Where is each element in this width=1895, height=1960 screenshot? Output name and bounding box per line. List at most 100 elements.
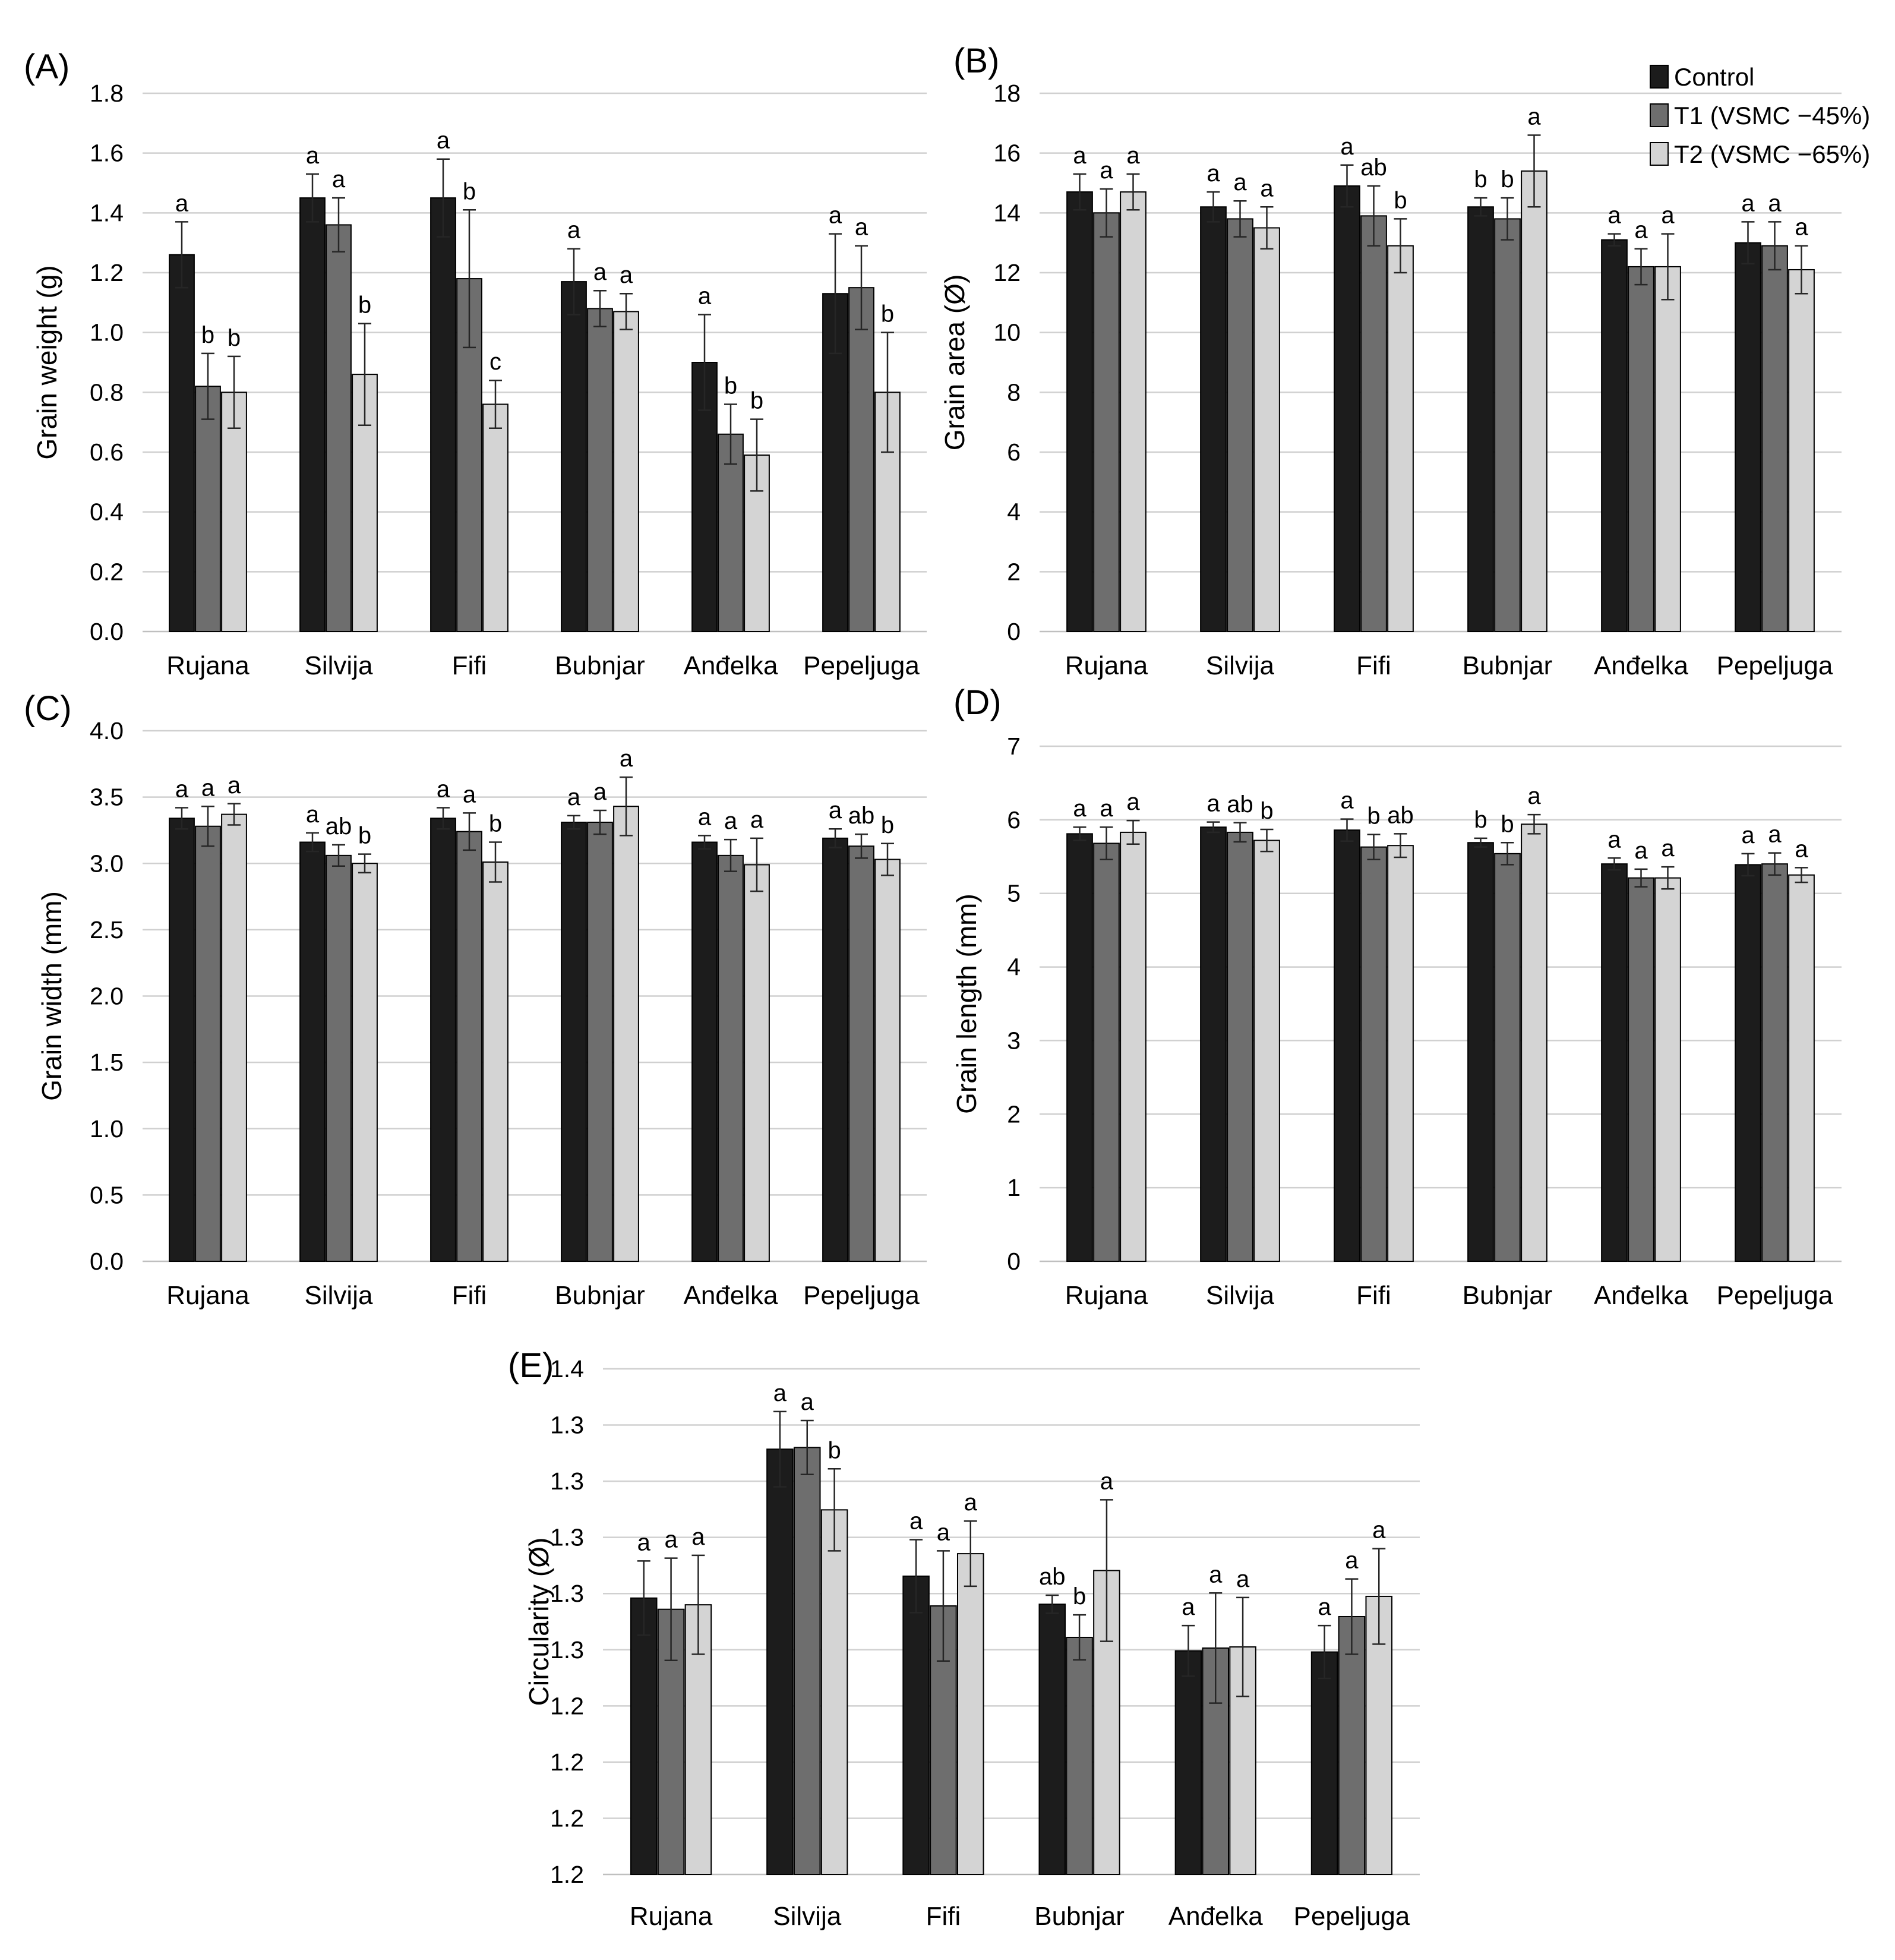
significance-letter: a	[1126, 143, 1140, 169]
y-tick-label: 10	[993, 319, 1021, 346]
error-bar	[691, 1554, 705, 1655]
error-bar	[463, 209, 476, 349]
chart-panel-3: (C) 0.0 0.5 1.0 1.5 2.0 2.5 3.0 3.5 4.0 Grain widt…	[24, 689, 927, 1310]
significance-letter: a	[1209, 1561, 1223, 1587]
bar	[1253, 839, 1280, 1262]
significance-letter: a	[637, 1529, 651, 1555]
significance-letter: a	[664, 1527, 678, 1553]
significance-letter: a	[1100, 1468, 1114, 1494]
significance-letter: a	[593, 779, 607, 805]
y-axis-title: Grain area (Ø)	[939, 274, 970, 451]
error-bar	[664, 1557, 678, 1661]
significance-letter: a	[306, 801, 320, 828]
bar	[1338, 1615, 1366, 1875]
significance-letter: a	[773, 1380, 787, 1406]
bar	[744, 864, 770, 1263]
y-tick-label: 2.0	[90, 983, 124, 1010]
legend-label: T1 (VSMC −45%)	[1674, 102, 1870, 130]
significance-letter: a	[1236, 1566, 1250, 1592]
y-tick-label: 4.0	[90, 717, 124, 744]
bar	[718, 433, 744, 632]
y-tick-label: 1.3	[550, 1412, 584, 1439]
x-category-label: Bubnjar	[1463, 651, 1553, 680]
y-tick-label: 18	[993, 80, 1021, 107]
error-bar	[1607, 233, 1621, 247]
x-category-label: Fifi	[452, 651, 487, 680]
error-bar	[1661, 233, 1675, 301]
bar	[1174, 1650, 1202, 1876]
bar	[718, 854, 744, 1262]
bar	[482, 861, 509, 1262]
significance-letter: a	[228, 772, 241, 798]
legend-label: T2 (VSMC −65%)	[1674, 140, 1870, 168]
significance-letter: a	[593, 259, 607, 285]
y-tick-label: 3.0	[90, 850, 124, 877]
significance-letter: b	[358, 823, 371, 849]
x-category-label: Rujana	[166, 651, 249, 680]
y-tick-label: 14	[993, 199, 1021, 226]
bar	[195, 386, 221, 632]
x-category-label: Rujana	[630, 1902, 713, 1931]
error-bar	[228, 803, 241, 826]
x-category-label: Pepeljuga	[1717, 1281, 1833, 1310]
significance-letter: a	[1260, 175, 1274, 201]
error-bar	[1394, 218, 1407, 274]
error-bar	[1207, 821, 1220, 834]
bar	[1200, 206, 1227, 632]
error-bar	[1340, 818, 1354, 842]
y-tick-label: 1.4	[550, 1355, 584, 1383]
significance-letter: a	[1527, 103, 1541, 130]
bar	[456, 831, 482, 1263]
bar	[430, 818, 456, 1262]
bar	[1654, 266, 1681, 632]
chart-panel-5: (E) 1.2 1.2 1.2 1.2 1.3 1.3 1.3 1.3 1.3 1.4 Circula…	[508, 1346, 1420, 1931]
significance-letter: ab	[1360, 154, 1387, 181]
significance-letter: a	[1768, 822, 1782, 848]
y-tick-label: 0.6	[90, 438, 124, 466]
bar	[1038, 1604, 1066, 1875]
significance-letter: b	[881, 301, 894, 327]
bar	[1227, 831, 1253, 1262]
bar	[1788, 874, 1815, 1262]
significance-letter: a	[1340, 134, 1354, 160]
error-bar	[593, 809, 607, 835]
error-bar	[1634, 868, 1648, 888]
error-bar	[1100, 188, 1113, 238]
significance-letter: a	[724, 808, 738, 834]
error-bar	[1795, 867, 1808, 883]
bar	[1360, 215, 1387, 633]
error-bar	[964, 1520, 977, 1587]
y-tick-label: 1.2	[550, 1861, 584, 1888]
legend-label: Control	[1674, 63, 1754, 91]
y-tick-label: 1.3	[550, 1636, 584, 1664]
bar	[956, 1553, 984, 1876]
error-bar	[332, 844, 345, 867]
error-bar	[201, 352, 214, 420]
bar	[430, 197, 456, 632]
x-category-label: Silvija	[305, 1281, 373, 1310]
bar	[766, 1448, 794, 1875]
significance-letter: a	[437, 776, 450, 802]
bar	[1120, 191, 1147, 633]
x-category-label: Bubnjar	[555, 1281, 645, 1310]
significance-letter: a	[1207, 160, 1220, 187]
y-tick-label: 0	[1007, 618, 1021, 645]
bar	[561, 281, 587, 633]
bar	[1467, 842, 1494, 1262]
significance-letter: b	[1073, 1583, 1086, 1609]
error-bar	[1634, 248, 1648, 286]
error-bar	[1474, 837, 1487, 848]
error-bar	[1126, 819, 1140, 845]
significance-letter: ab	[1387, 802, 1414, 828]
significance-letter: ab	[1227, 791, 1253, 818]
significance-letter: b	[828, 1437, 841, 1463]
y-tick-label: 6	[1007, 438, 1021, 466]
chart-panel-1: (A) 0.0 0.2 0.4 0.6 0.8 1.0 1.2 1.4 1.6 1.8 Grain w…	[24, 48, 927, 680]
significance-letter: a	[1182, 1594, 1195, 1620]
bar	[299, 841, 326, 1262]
x-category-label: Silvija	[305, 651, 373, 680]
significance-letter: ab	[848, 803, 875, 829]
significance-letter: a	[1372, 1517, 1386, 1544]
